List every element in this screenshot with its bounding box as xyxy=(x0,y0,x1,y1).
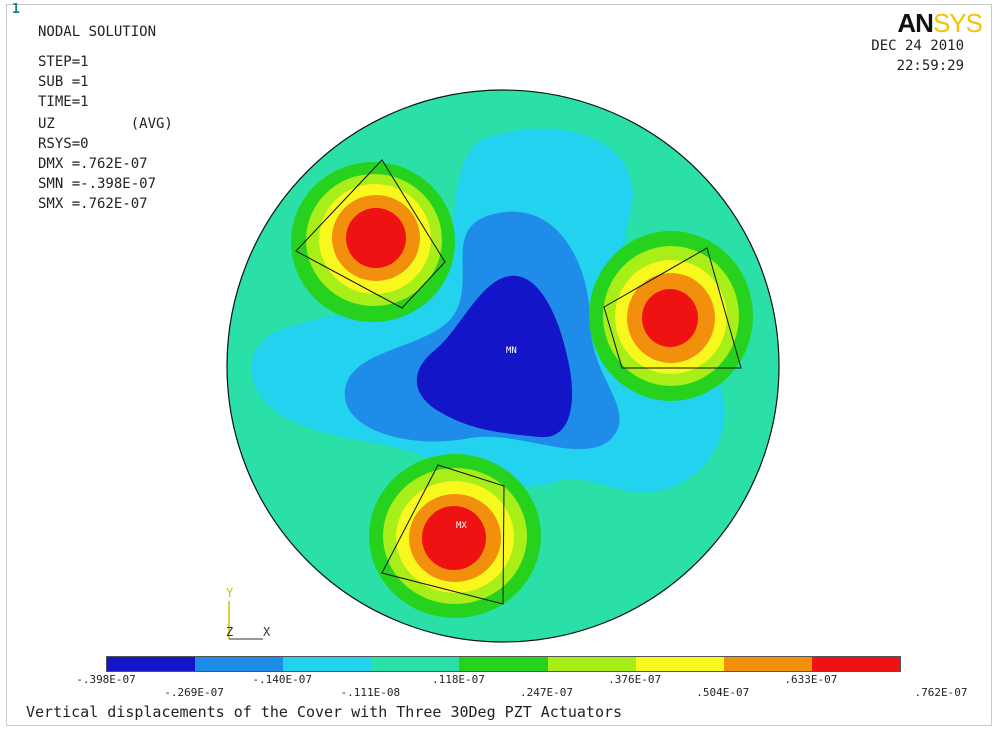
legend-swatch xyxy=(195,657,284,671)
info-line: DMX =.762E-07 xyxy=(38,156,148,172)
info-line: STEP=1 xyxy=(38,54,89,70)
date-stamp: DEC 24 2010 xyxy=(871,38,964,54)
legend-tick-label: -.398E-07 xyxy=(76,673,136,686)
logo-text-sys: SYS xyxy=(932,8,983,38)
coordinate-triad: Y Z X xyxy=(226,586,271,640)
legend-tick-label: -.111E-08 xyxy=(340,686,401,699)
legend-swatch xyxy=(283,657,372,671)
contour-legend-bar xyxy=(106,656,901,672)
contour-band-darkblue xyxy=(416,275,573,438)
legend-swatch xyxy=(723,657,812,671)
triad-y-label: Y xyxy=(226,586,234,600)
info-line: RSYS=0 xyxy=(38,136,89,152)
pzt-actuator-outline-right xyxy=(603,247,742,369)
actuator-hotspot-right xyxy=(589,231,753,401)
pzt-actuator-outline-bottom xyxy=(381,464,505,605)
triad-z-label: Z xyxy=(226,625,233,639)
legend-swatch xyxy=(371,657,460,671)
legend-swatch xyxy=(107,657,196,671)
info-line: SMN =-.398E-07 xyxy=(38,176,157,192)
logo-text-an: AN xyxy=(897,8,934,38)
actuator-hotspot-bottom xyxy=(369,454,541,618)
legend-tick-label: -.269E-07 xyxy=(164,686,224,699)
legend-swatch xyxy=(811,657,900,671)
info-line: UZ (AVG) xyxy=(38,116,173,132)
legend-tick-label: .376E-07 xyxy=(608,673,662,686)
pzt-actuator-outline-upper-left xyxy=(295,159,446,309)
time-stamp: 22:59:29 xyxy=(896,58,964,74)
legend-tick-label: .504E-07 xyxy=(696,686,750,699)
plot-caption: Vertical displacements of the Cover with… xyxy=(26,703,623,721)
legend-swatch xyxy=(547,657,636,671)
disk-outline xyxy=(226,89,780,643)
window-number: 1 xyxy=(12,2,20,17)
legend-swatch xyxy=(459,657,548,671)
triad-x-label: X xyxy=(263,625,271,639)
legend-tick-label: .118E-07 xyxy=(431,673,485,686)
actuator-hotspot-upper-left xyxy=(291,162,455,322)
max-label: MX xyxy=(456,521,467,531)
legend-swatch xyxy=(635,657,724,671)
info-line: TIME=1 xyxy=(38,94,89,110)
graphics-frame xyxy=(6,4,992,726)
info-line: SUB =1 xyxy=(38,74,89,90)
ansys-logo: ANSYS xyxy=(897,8,983,39)
info-line: SMX =.762E-07 xyxy=(38,196,148,212)
legend-tick-label: .247E-07 xyxy=(520,686,574,699)
legend-tick-label: .633E-07 xyxy=(784,673,838,686)
legend-tick-label: .762E-07 xyxy=(914,686,968,699)
info-line: NODAL SOLUTION xyxy=(38,24,157,40)
legend-tick-label: -.140E-07 xyxy=(252,673,313,686)
min-label: MN xyxy=(506,346,517,356)
